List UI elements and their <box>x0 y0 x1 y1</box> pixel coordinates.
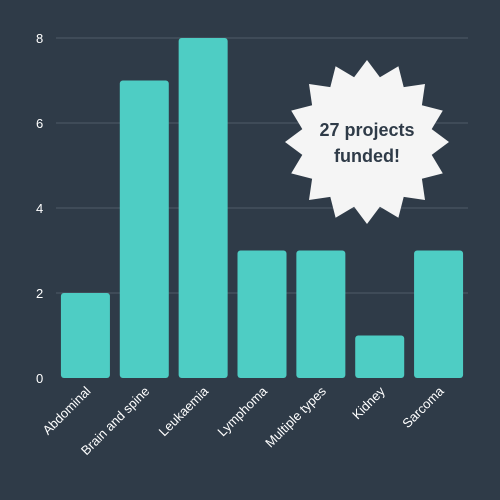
y-tick-label: 0 <box>36 371 43 386</box>
x-tick-label: Leukaemia <box>156 383 212 439</box>
bar <box>414 250 464 378</box>
annotation-line-1: 27 projects <box>319 120 414 140</box>
bars <box>60 38 464 378</box>
bar <box>60 293 110 378</box>
x-tick-label: Kidney <box>349 383 388 422</box>
annotation-line-2: funded! <box>334 146 400 166</box>
y-tick-label: 2 <box>36 286 43 301</box>
x-tick-label: Sarcoma <box>399 383 447 431</box>
bar <box>119 80 169 378</box>
x-tick-label: Lymphoma <box>214 383 270 439</box>
y-tick-label: 8 <box>36 31 43 46</box>
bar <box>296 250 346 378</box>
x-tick-label: Abdominal <box>40 383 94 437</box>
y-tick-label: 6 <box>36 116 43 131</box>
bar <box>178 38 228 378</box>
y-tick-label: 4 <box>36 201 43 216</box>
starburst-shape <box>285 60 449 224</box>
bar <box>237 250 287 378</box>
bar <box>355 335 405 378</box>
y-axis-ticks: 0 2 4 6 8 <box>36 31 43 386</box>
x-tick-label: Multiple types <box>262 383 329 450</box>
annotation-badge: 27 projects funded! <box>285 60 449 224</box>
